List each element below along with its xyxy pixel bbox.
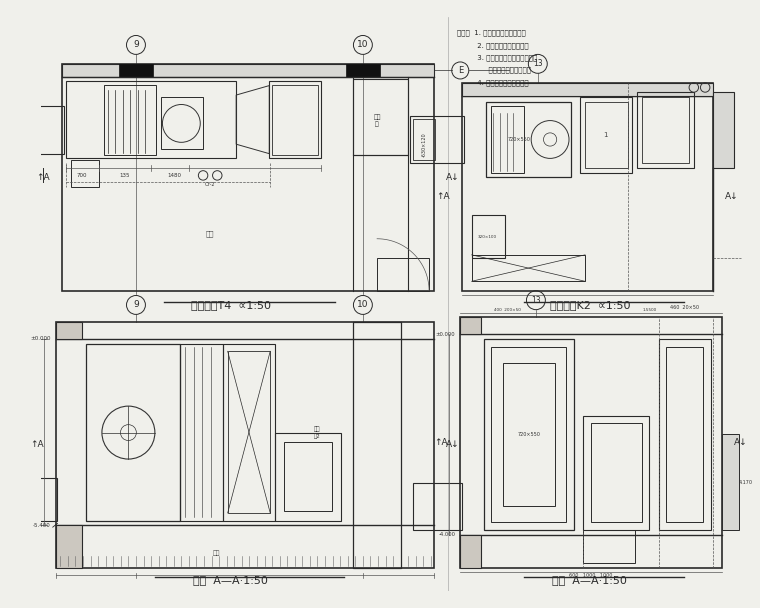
Text: 13: 13 xyxy=(533,60,543,68)
Bar xyxy=(583,416,649,530)
Bar xyxy=(272,85,318,154)
Bar xyxy=(4,478,58,520)
Bar xyxy=(180,344,223,520)
Text: ↑A: ↑A xyxy=(436,192,450,201)
Bar xyxy=(5,106,64,154)
Bar xyxy=(119,64,153,77)
Text: 10: 10 xyxy=(357,40,369,49)
Bar xyxy=(377,258,429,291)
Text: 空调机房K2  ∝1:50: 空调机房K2 ∝1:50 xyxy=(549,300,630,310)
Bar xyxy=(86,344,180,520)
Bar xyxy=(637,92,694,168)
Bar xyxy=(55,322,434,568)
Bar xyxy=(585,102,628,168)
Text: -630×120: -630×120 xyxy=(422,132,427,156)
Bar xyxy=(413,119,435,161)
Text: A↓: A↓ xyxy=(446,440,460,449)
Text: ↑A: ↑A xyxy=(30,440,43,449)
Text: 720×550: 720×550 xyxy=(508,137,530,142)
Text: A↓: A↓ xyxy=(725,192,739,201)
Text: 说明：  1. 设备编号详见各层平面: 说明： 1. 设备编号详见各层平面 xyxy=(458,30,526,36)
Bar xyxy=(591,423,641,522)
Bar xyxy=(284,442,331,511)
Bar xyxy=(6,481,29,517)
Text: 4.170: 4.170 xyxy=(739,480,753,485)
Bar xyxy=(104,85,156,154)
Text: 1.5500: 1.5500 xyxy=(642,308,657,312)
Text: 320×100: 320×100 xyxy=(478,235,497,239)
Text: A↓: A↓ xyxy=(734,438,748,447)
Text: 1: 1 xyxy=(603,132,608,138)
Text: E: E xyxy=(458,66,463,75)
Bar xyxy=(413,483,462,530)
Bar xyxy=(0,108,8,149)
Text: 排风
机2: 排风 机2 xyxy=(314,427,321,438)
Bar xyxy=(461,317,722,568)
Bar xyxy=(490,106,524,173)
Bar xyxy=(8,108,30,152)
Text: 4. 其它详见各层机房详图: 4. 其它详见各层机房详图 xyxy=(458,79,529,86)
Text: ↑A: ↑A xyxy=(435,438,448,447)
Bar xyxy=(62,64,434,77)
Bar xyxy=(667,347,703,522)
Text: 10: 10 xyxy=(357,300,369,309)
Text: CY-2: CY-2 xyxy=(204,182,215,187)
Text: 600   1000   1000: 600 1000 1000 xyxy=(569,573,613,578)
Bar xyxy=(461,534,481,568)
Text: 通风机房T4  ∝1:50: 通风机房T4 ∝1:50 xyxy=(191,300,271,310)
Bar xyxy=(472,215,505,258)
Text: 3. 图示设备尺寸仅供参考，实: 3. 图示设备尺寸仅供参考，实 xyxy=(458,54,537,61)
Bar xyxy=(641,97,689,163)
Text: 2. 空调设备管道详见空调: 2. 空调设备管道详见空调 xyxy=(458,42,529,49)
Bar xyxy=(472,255,585,282)
Bar xyxy=(713,92,733,168)
Text: 13: 13 xyxy=(531,295,540,305)
Text: 1480: 1480 xyxy=(168,173,182,178)
Bar xyxy=(66,81,236,159)
Bar xyxy=(275,432,341,520)
Bar xyxy=(503,362,555,506)
Bar xyxy=(492,347,566,522)
Text: 700: 700 xyxy=(77,173,87,178)
Bar xyxy=(410,116,464,163)
Bar xyxy=(223,344,275,520)
Bar xyxy=(346,64,380,77)
Text: ±0.000: ±0.000 xyxy=(436,332,455,337)
Text: 机房: 机房 xyxy=(205,230,214,237)
Bar xyxy=(722,435,739,530)
Text: A↓: A↓ xyxy=(446,173,460,182)
Bar xyxy=(484,339,574,530)
Bar xyxy=(62,64,434,291)
Text: 9: 9 xyxy=(133,40,139,49)
Bar xyxy=(228,351,271,513)
Bar xyxy=(583,530,635,563)
Bar xyxy=(269,81,321,159)
Bar xyxy=(353,79,408,154)
Text: -4.000: -4.000 xyxy=(439,532,455,537)
Bar xyxy=(55,322,82,339)
Text: 460  20×50: 460 20×50 xyxy=(670,305,699,310)
Bar xyxy=(71,161,99,187)
Bar xyxy=(486,102,571,178)
Text: ↑A: ↑A xyxy=(36,173,50,182)
Text: 剪面  A—A·1:50: 剪面 A—A·1:50 xyxy=(553,575,627,586)
Text: 400  200×50: 400 200×50 xyxy=(494,308,521,312)
Bar xyxy=(581,97,632,173)
Text: 际尺寸认购后方可施工: 际尺寸认购后方可施工 xyxy=(458,67,531,74)
Text: 9: 9 xyxy=(133,300,139,309)
Text: 剪面  A—A·1:50: 剪面 A—A·1:50 xyxy=(193,575,268,586)
Text: 机房: 机房 xyxy=(213,551,220,556)
Bar xyxy=(461,317,481,334)
Text: 排风
机: 排风 机 xyxy=(373,114,381,126)
Text: -5.400: -5.400 xyxy=(33,523,51,528)
Bar xyxy=(462,83,713,291)
Bar xyxy=(160,97,203,149)
Bar xyxy=(659,339,711,530)
Text: 135: 135 xyxy=(119,173,130,178)
Bar xyxy=(55,525,82,568)
Bar xyxy=(353,322,401,568)
Text: 720×550: 720×550 xyxy=(518,432,540,437)
Text: ±0.000: ±0.000 xyxy=(30,336,51,342)
Bar xyxy=(462,83,713,96)
